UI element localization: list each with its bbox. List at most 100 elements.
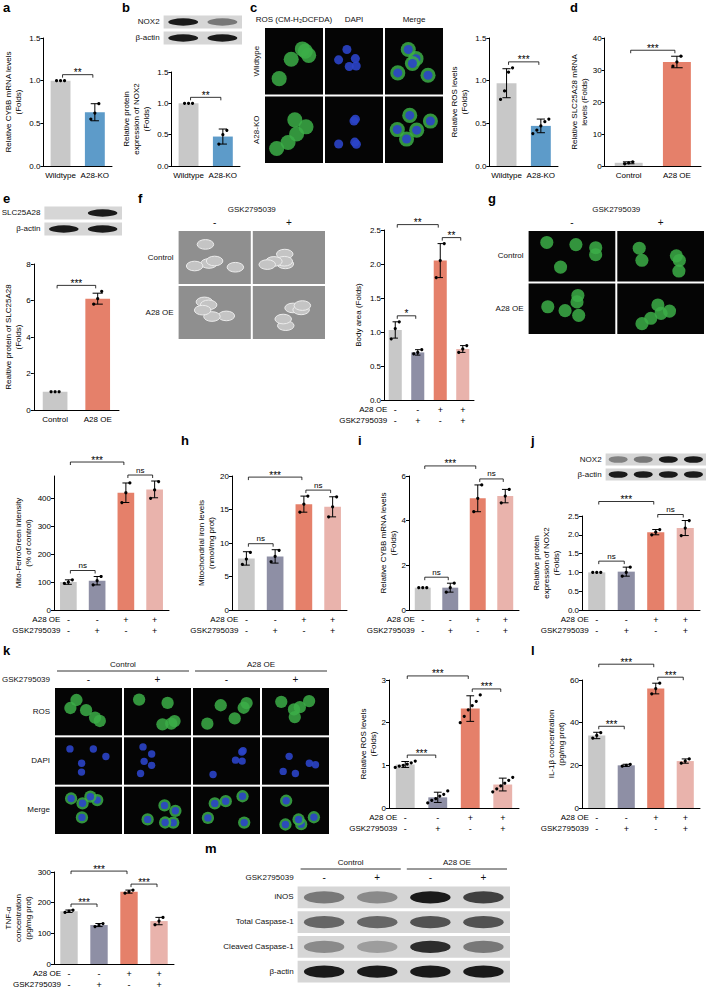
- svg-text:-: -: [124, 626, 127, 636]
- svg-text:**: **: [414, 217, 422, 228]
- svg-text:ns: ns: [79, 561, 87, 570]
- svg-text:0.5: 0.5: [370, 362, 382, 371]
- svg-text:concentration: concentration: [14, 894, 23, 942]
- svg-text:+: +: [123, 615, 128, 625]
- svg-text:-: -: [439, 416, 442, 426]
- svg-text:+: +: [448, 626, 453, 636]
- svg-text:+: +: [683, 626, 688, 636]
- svg-text:8: 8: [26, 260, 31, 269]
- svg-text:NOX2: NOX2: [138, 17, 160, 26]
- svg-text:***: ***: [93, 864, 105, 875]
- svg-text:(pg/mg prot): (pg/mg prot): [557, 722, 566, 766]
- svg-text:(Folds): (Folds): [389, 530, 398, 555]
- svg-text:+: +: [624, 824, 629, 834]
- svg-text:+: +: [156, 969, 161, 979]
- svg-text:Cleaved Caspase-1: Cleaved Caspase-1: [223, 942, 294, 951]
- svg-text:***: ***: [620, 657, 632, 668]
- svg-text:ns: ns: [432, 568, 440, 577]
- svg-text:levels (Folds): levels (Folds): [580, 78, 589, 126]
- svg-text:A28 OE: A28 OE: [33, 969, 61, 978]
- svg-text:+: +: [156, 980, 161, 990]
- svg-text:ns: ns: [257, 534, 265, 543]
- svg-text:300: 300: [38, 868, 52, 877]
- svg-text:2: 2: [402, 561, 407, 570]
- svg-text:Mitochondrial iron levels: Mitochondrial iron levels: [197, 500, 206, 586]
- svg-text:IL-1β concentration: IL-1β concentration: [547, 710, 556, 779]
- svg-text:5: 5: [225, 572, 230, 581]
- svg-text:**: **: [202, 90, 210, 101]
- svg-text:Wildtype: Wildtype: [45, 171, 76, 180]
- svg-text:+: +: [460, 405, 465, 415]
- svg-text:400: 400: [38, 494, 52, 503]
- svg-text:ROS: ROS: [33, 707, 50, 716]
- svg-text:1.5: 1.5: [475, 34, 487, 43]
- svg-text:A28 OE: A28 OE: [561, 615, 589, 624]
- svg-text:Body area (Folds): Body area (Folds): [354, 283, 363, 347]
- svg-text:3: 3: [382, 676, 387, 685]
- svg-text:-: -: [570, 217, 573, 228]
- svg-text:-: -: [68, 969, 71, 979]
- svg-text:***: ***: [481, 681, 493, 692]
- svg-text:Merge: Merge: [403, 15, 426, 24]
- svg-text:-: -: [245, 626, 248, 636]
- svg-text:Relative CYBB mRNA levels: Relative CYBB mRNA levels: [379, 493, 388, 594]
- svg-text:Control: Control: [110, 660, 136, 669]
- svg-text:0.0: 0.0: [370, 396, 382, 405]
- svg-text:(% of control): (% of control): [24, 519, 33, 567]
- svg-text:GSK2795039: GSK2795039: [2, 675, 51, 684]
- svg-text:+: +: [468, 813, 473, 823]
- svg-text:ns: ns: [487, 469, 495, 478]
- svg-text:Merge: Merge: [27, 805, 50, 814]
- svg-text:1.0: 1.0: [29, 76, 41, 85]
- svg-text:+: +: [155, 674, 161, 685]
- svg-text:20: 20: [593, 98, 602, 107]
- svg-text:+: +: [152, 626, 157, 636]
- svg-text:-: -: [595, 615, 598, 625]
- svg-text:2.5: 2.5: [568, 512, 580, 521]
- svg-text:GSK2795039: GSK2795039: [13, 980, 62, 989]
- svg-text:2: 2: [26, 369, 31, 378]
- svg-text:Relative ROS levels: Relative ROS levels: [450, 66, 459, 137]
- svg-text:+: +: [658, 217, 664, 228]
- svg-text:Control: Control: [338, 858, 364, 867]
- svg-text:Control: Control: [498, 251, 524, 260]
- svg-text:expression of NOX2: expression of NOX2: [132, 83, 141, 155]
- svg-text:***: ***: [78, 897, 90, 908]
- svg-text:+: +: [683, 824, 688, 834]
- svg-text:4: 4: [26, 333, 31, 342]
- svg-text:GSK2795039: GSK2795039: [246, 873, 295, 882]
- svg-text:-: -: [625, 615, 628, 625]
- svg-text:***: ***: [444, 458, 456, 469]
- svg-text:200: 200: [38, 898, 52, 907]
- svg-text:Control: Control: [42, 415, 68, 424]
- svg-text:+: +: [152, 615, 157, 625]
- svg-text:+: +: [126, 969, 131, 979]
- svg-text:***: ***: [269, 470, 281, 481]
- svg-text:Mito-FerroGreen intensity: Mito-FerroGreen intensity: [14, 498, 23, 589]
- svg-text:***: ***: [606, 719, 618, 730]
- svg-text:GSK2795039: GSK2795039: [339, 416, 388, 425]
- svg-text:A28-KO: A28-KO: [209, 171, 237, 180]
- svg-text:A28 OE: A28 OE: [496, 304, 524, 313]
- svg-text:Control: Control: [616, 171, 642, 180]
- svg-text:1.5: 1.5: [370, 294, 382, 303]
- svg-text:-: -: [302, 626, 305, 636]
- svg-text:A28 OE: A28 OE: [84, 415, 112, 424]
- svg-text:Relative SLC25A28 mRNA: Relative SLC25A28 mRNA: [570, 54, 579, 150]
- svg-text:1.0: 1.0: [475, 76, 487, 85]
- svg-text:-: -: [476, 626, 479, 636]
- svg-text:+: +: [301, 615, 306, 625]
- svg-text:0.0: 0.0: [475, 162, 487, 171]
- svg-text:+: +: [438, 405, 443, 415]
- svg-text:Relative CYBB mRNA levels: Relative CYBB mRNA levels: [4, 52, 13, 153]
- svg-text:60: 60: [570, 676, 579, 685]
- svg-text:-: -: [429, 872, 432, 883]
- svg-text:100: 100: [38, 929, 52, 938]
- svg-text:-: -: [404, 813, 407, 823]
- svg-text:-: -: [595, 626, 598, 636]
- svg-text:4: 4: [402, 516, 407, 525]
- svg-text:A28 OE: A28 OE: [369, 813, 397, 822]
- svg-text:ns: ns: [607, 552, 615, 561]
- svg-text:+: +: [500, 813, 505, 823]
- svg-text:Relative protein: Relative protein: [122, 91, 131, 147]
